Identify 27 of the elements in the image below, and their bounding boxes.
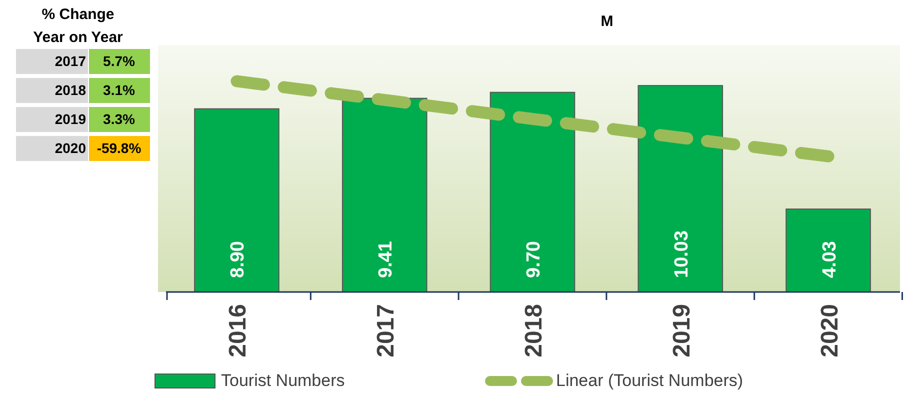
- bar: [342, 98, 428, 292]
- text: 2019: [54, 111, 86, 127]
- text: 2017: [54, 53, 86, 69]
- x-tick-label: 2019: [668, 304, 696, 358]
- text: 2018: [54, 82, 86, 98]
- bar: [194, 108, 280, 292]
- data-label: 8.90: [228, 241, 249, 278]
- text: 5.7%: [103, 53, 136, 69]
- x-tick-label: 2020: [816, 304, 844, 358]
- text: 2020: [54, 140, 86, 156]
- bar: [786, 208, 871, 292]
- data-label: 9.41: [376, 240, 397, 278]
- text: 3.1%: [103, 82, 136, 98]
- data-label: 9.70: [524, 241, 544, 278]
- data-label: 4.03: [819, 241, 840, 278]
- x-tick-label: 2018: [520, 304, 548, 358]
- text: -59.8%: [96, 140, 142, 156]
- bar: [638, 85, 724, 292]
- text: 3.3%: [103, 111, 136, 127]
- text: % Change Year on Year: [33, 6, 124, 46]
- x-tick-label: 2016: [224, 304, 252, 358]
- bar: [490, 92, 576, 292]
- legend-label: Tourist Numbers: [221, 371, 345, 390]
- data-label: 10.03: [671, 230, 692, 278]
- x-tick-label: 2017: [372, 304, 400, 358]
- chart-title: M: [600, 13, 614, 30]
- legend-label: Linear (Tourist Numbers): [556, 371, 744, 390]
